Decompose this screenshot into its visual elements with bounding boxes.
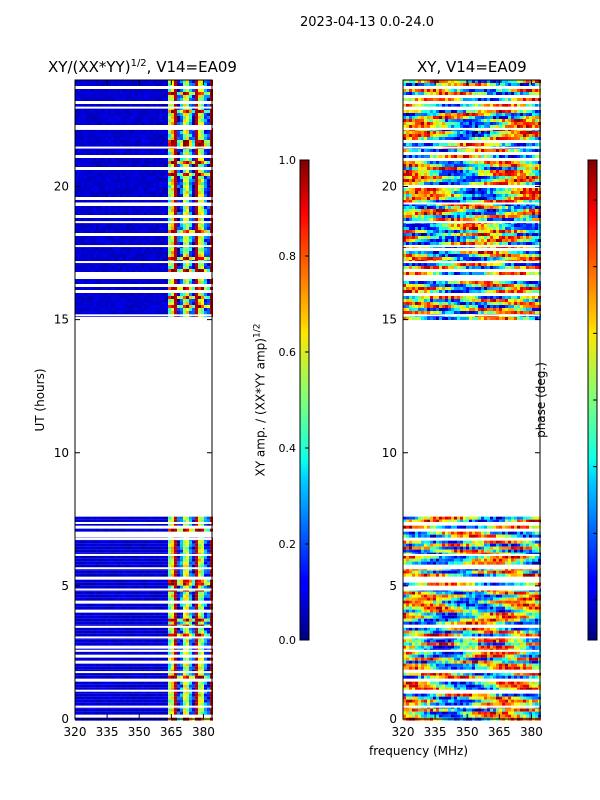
left-title-suffix: , V14=EA09 bbox=[146, 58, 237, 76]
left-title-exponent: 1/2 bbox=[130, 58, 147, 69]
colorbar-tick-label: 1.0 bbox=[279, 154, 297, 167]
amplitude-heatmap bbox=[75, 80, 213, 721]
y-tick-label: 20 bbox=[382, 180, 397, 194]
left-plot-frame bbox=[74, 79, 213, 720]
x-tick-label: 350 bbox=[456, 725, 479, 739]
y-tick-label: 0 bbox=[61, 712, 69, 726]
page-title: 2023-04-13 0.0-24.0 bbox=[300, 15, 434, 30]
y-tick-label: 15 bbox=[54, 313, 69, 327]
y-tick-label: 10 bbox=[54, 446, 69, 460]
x-tick-label: 335 bbox=[424, 725, 447, 739]
x-tick-label: 380 bbox=[192, 725, 215, 739]
colorbar-tick-label: 0.2 bbox=[279, 538, 297, 551]
shared-xlabel: frequency (MHz) bbox=[369, 744, 469, 758]
phase-flag-lines bbox=[403, 106, 540, 708]
x-tick-label: 320 bbox=[392, 725, 415, 739]
x-tick-label: 320 bbox=[64, 725, 87, 739]
amplitude-flag-lines bbox=[75, 106, 212, 708]
phase-heatmap bbox=[403, 80, 541, 721]
y-tick-label: 10 bbox=[382, 446, 397, 460]
y-tick-label: 5 bbox=[389, 579, 397, 593]
y-tick-label: 15 bbox=[382, 313, 397, 327]
y-tick-label: 20 bbox=[54, 180, 69, 194]
colorbar-tick-label: 0.4 bbox=[279, 442, 297, 455]
x-tick-label: 365 bbox=[160, 725, 183, 739]
left-title-prefix: XY/(XX*YY) bbox=[48, 58, 131, 76]
colorbar-tick-label: 0.0 bbox=[279, 634, 297, 647]
amplitude-colorbar bbox=[299, 159, 310, 641]
right-panel-title: XY, V14=EA09 bbox=[417, 58, 527, 76]
y-tick-label: 0 bbox=[389, 712, 397, 726]
left-panel-title: XY/(XX*YY)1/2, V14=EA09 bbox=[48, 58, 237, 76]
x-tick-label: 365 bbox=[488, 725, 511, 739]
colorbar-tick-label: 0.6 bbox=[279, 346, 297, 359]
x-tick-label: 335 bbox=[96, 725, 119, 739]
colorbar-tick-label: 0.8 bbox=[279, 250, 297, 263]
right-plot-frame bbox=[402, 79, 541, 720]
x-tick-label: 350 bbox=[128, 725, 151, 739]
x-tick-label: 380 bbox=[520, 725, 543, 739]
y-tick-label: 5 bbox=[61, 579, 69, 593]
